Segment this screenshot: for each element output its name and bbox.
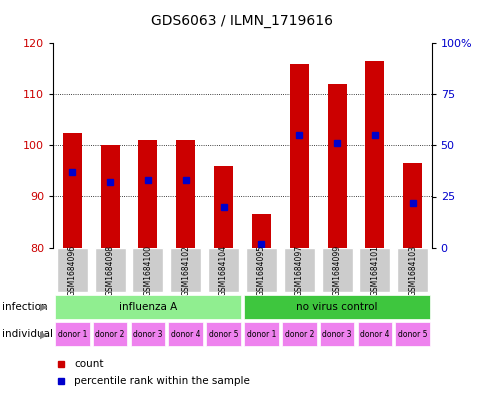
Bar xyxy=(365,61,384,248)
Text: ▶: ▶ xyxy=(40,302,47,312)
Text: influenza A: influenza A xyxy=(119,302,177,312)
Text: donor 2: donor 2 xyxy=(95,330,124,339)
FancyBboxPatch shape xyxy=(206,322,241,347)
FancyBboxPatch shape xyxy=(170,248,201,292)
FancyBboxPatch shape xyxy=(168,322,203,347)
FancyBboxPatch shape xyxy=(243,322,278,347)
FancyBboxPatch shape xyxy=(357,322,392,347)
FancyBboxPatch shape xyxy=(283,248,314,292)
Bar xyxy=(176,140,195,248)
Text: GSM1684097: GSM1684097 xyxy=(294,244,303,296)
Text: GSM1684095: GSM1684095 xyxy=(257,244,265,296)
Bar xyxy=(213,166,232,248)
FancyBboxPatch shape xyxy=(132,248,163,292)
Text: ▶: ▶ xyxy=(40,329,47,340)
Text: donor 1: donor 1 xyxy=(58,330,87,339)
Text: GDS6063 / ILMN_1719616: GDS6063 / ILMN_1719616 xyxy=(151,14,333,28)
FancyBboxPatch shape xyxy=(208,248,239,292)
Text: GSM1684098: GSM1684098 xyxy=(106,245,114,296)
Bar xyxy=(289,64,308,248)
Text: donor 1: donor 1 xyxy=(246,330,275,339)
FancyBboxPatch shape xyxy=(244,295,429,319)
Bar xyxy=(252,214,270,248)
Text: donor 3: donor 3 xyxy=(322,330,351,339)
FancyBboxPatch shape xyxy=(55,295,240,319)
Text: individual: individual xyxy=(2,329,53,340)
Text: donor 5: donor 5 xyxy=(397,330,426,339)
Text: count: count xyxy=(74,358,104,369)
Bar xyxy=(62,132,81,248)
FancyBboxPatch shape xyxy=(92,322,127,347)
Bar xyxy=(101,145,119,248)
Bar xyxy=(327,84,346,248)
Text: GSM1684104: GSM1684104 xyxy=(219,245,227,296)
Text: donor 3: donor 3 xyxy=(133,330,162,339)
Text: GSM1684103: GSM1684103 xyxy=(408,245,416,296)
Text: infection: infection xyxy=(2,302,48,312)
FancyBboxPatch shape xyxy=(396,248,427,292)
Text: no virus control: no virus control xyxy=(296,302,377,312)
FancyBboxPatch shape xyxy=(394,322,429,347)
FancyBboxPatch shape xyxy=(55,322,90,347)
Text: GSM1684102: GSM1684102 xyxy=(181,245,190,296)
Text: GSM1684101: GSM1684101 xyxy=(370,245,378,296)
Text: GSM1684096: GSM1684096 xyxy=(68,244,76,296)
Text: percentile rank within the sample: percentile rank within the sample xyxy=(74,376,250,386)
Bar xyxy=(403,163,421,248)
Text: donor 4: donor 4 xyxy=(360,330,389,339)
Bar xyxy=(138,140,157,248)
FancyBboxPatch shape xyxy=(245,248,276,292)
Text: GSM1684099: GSM1684099 xyxy=(332,244,341,296)
FancyBboxPatch shape xyxy=(130,322,165,347)
FancyBboxPatch shape xyxy=(281,322,316,347)
Text: donor 2: donor 2 xyxy=(284,330,313,339)
FancyBboxPatch shape xyxy=(319,322,354,347)
FancyBboxPatch shape xyxy=(359,248,390,292)
FancyBboxPatch shape xyxy=(94,248,125,292)
Text: GSM1684100: GSM1684100 xyxy=(143,245,152,296)
Text: donor 4: donor 4 xyxy=(171,330,200,339)
FancyBboxPatch shape xyxy=(321,248,352,292)
Text: donor 5: donor 5 xyxy=(209,330,238,339)
FancyBboxPatch shape xyxy=(57,248,88,292)
